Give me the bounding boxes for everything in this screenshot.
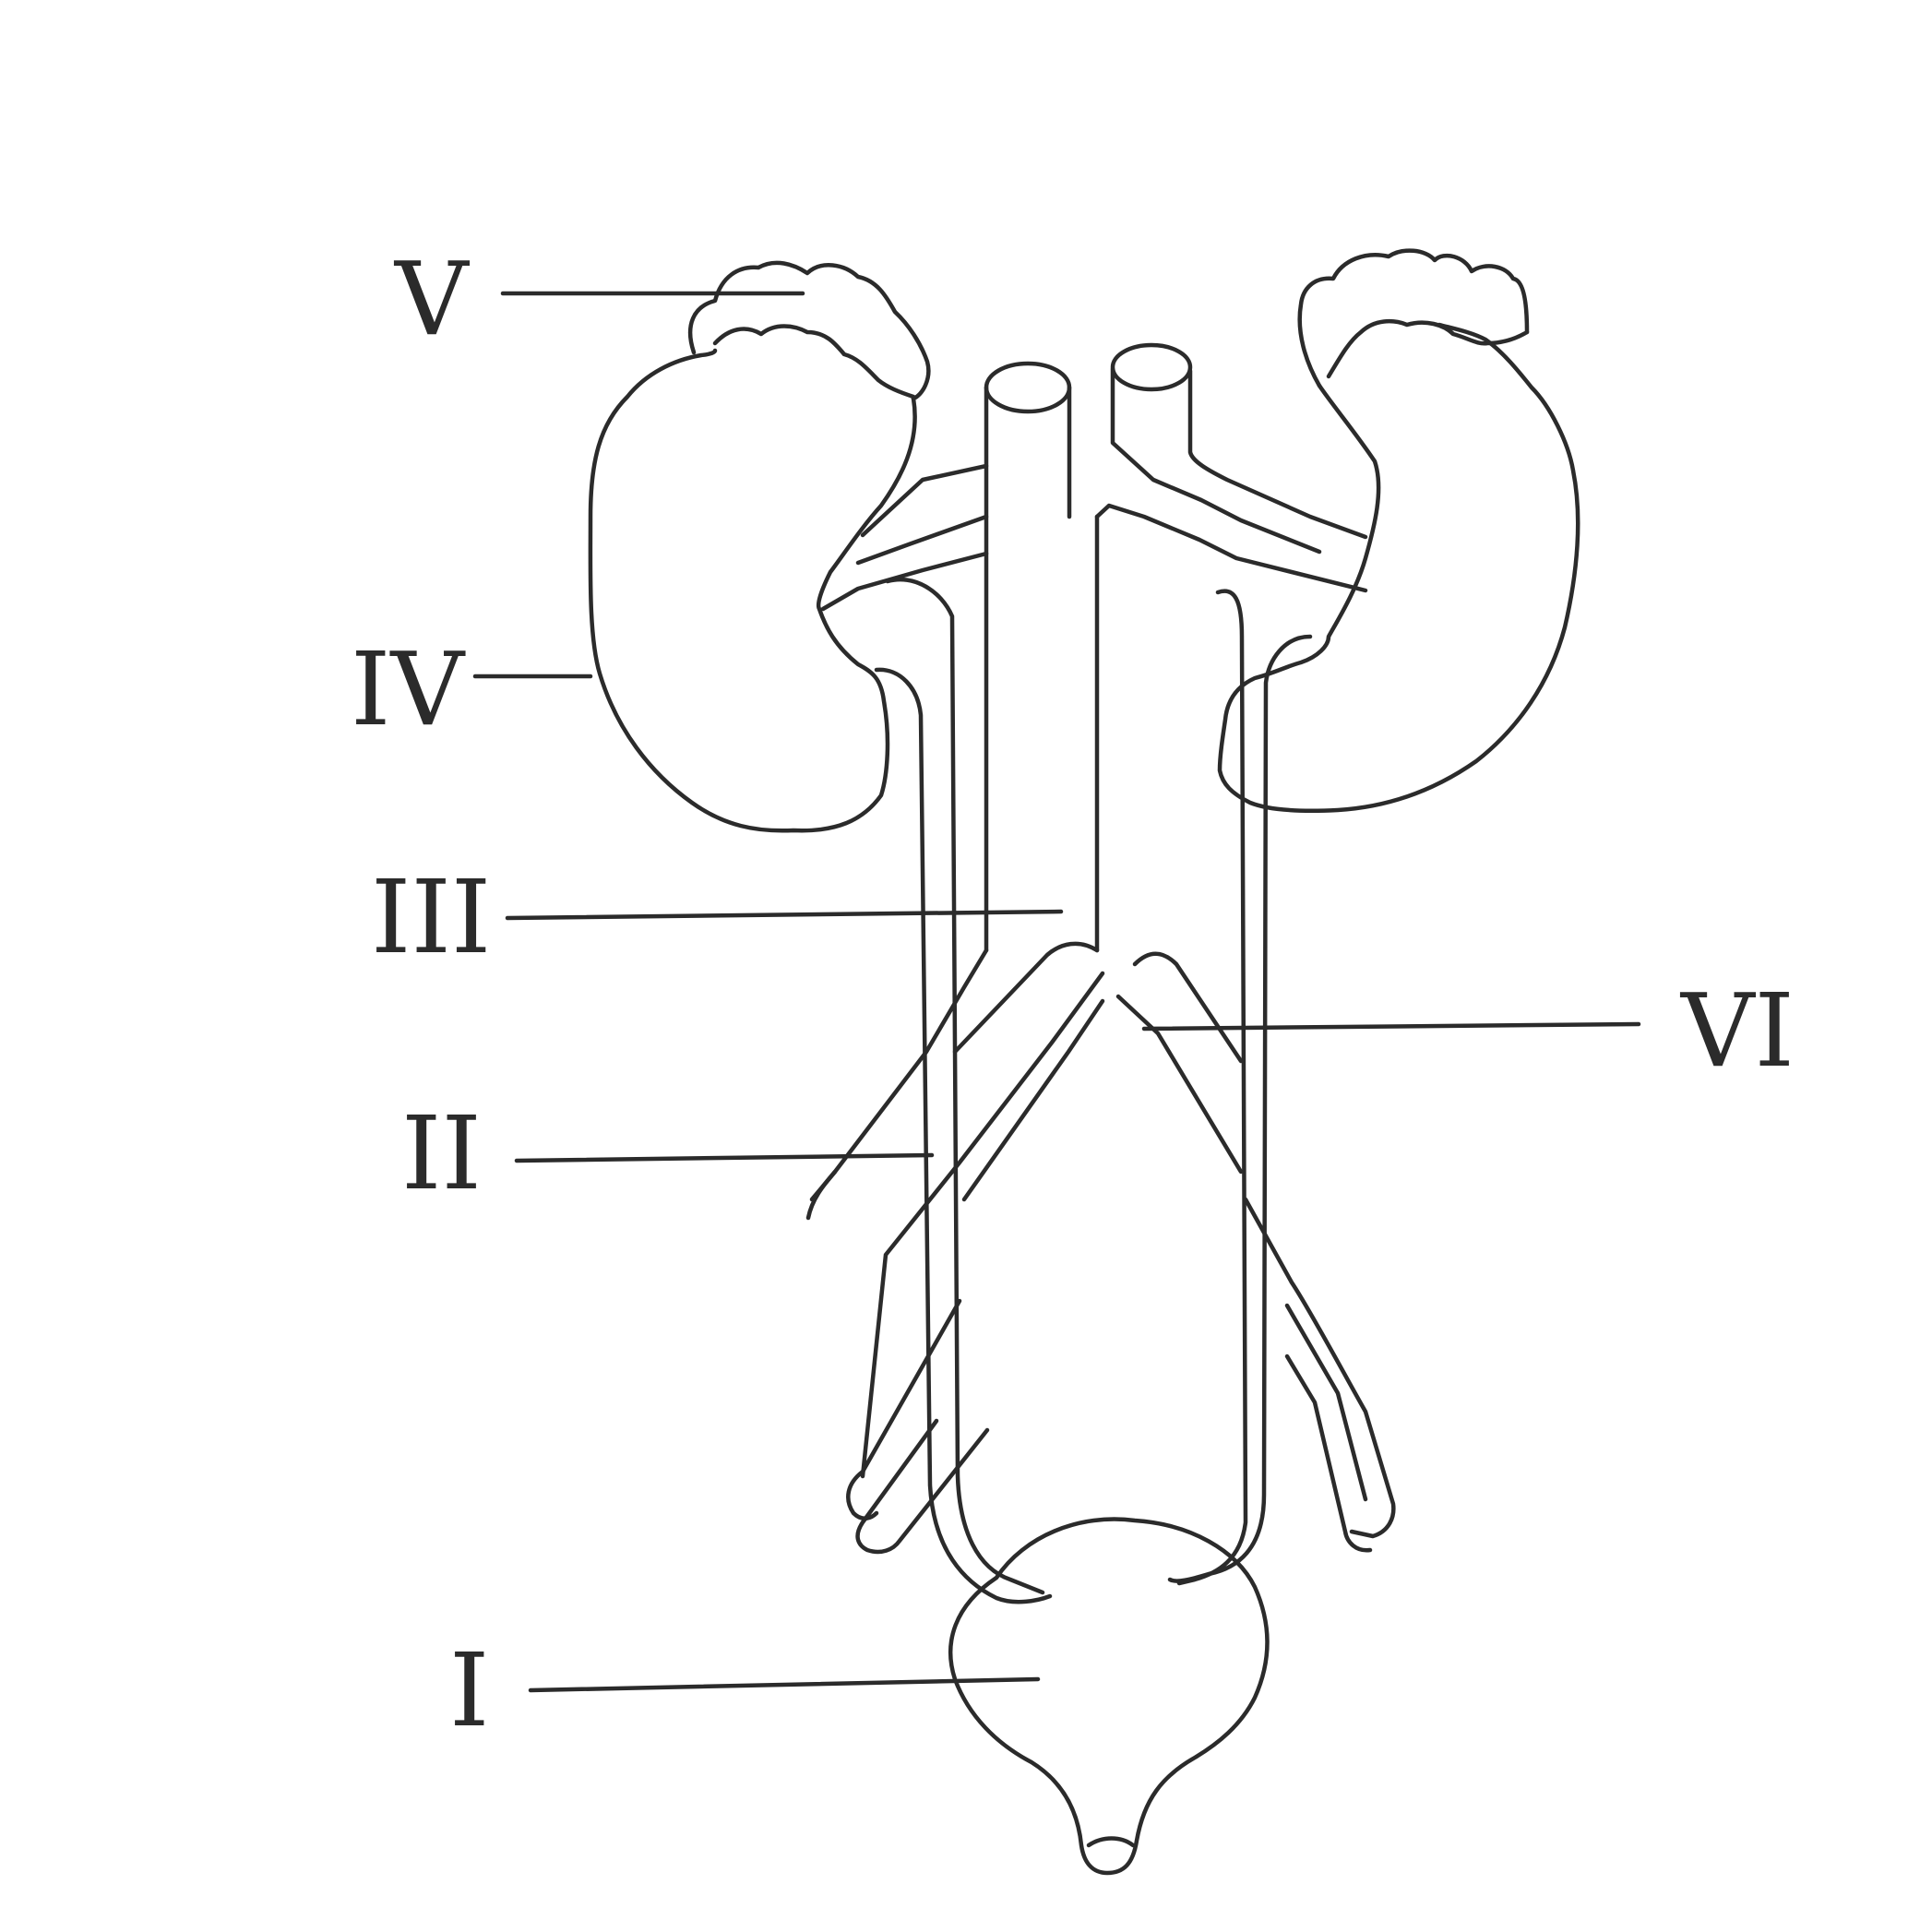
label-II: II <box>401 1094 482 1212</box>
label-VI: VI <box>1679 972 1795 1090</box>
iliac-vessels <box>805 941 1396 1555</box>
left-ureter-inner <box>874 667 1053 1604</box>
right-adrenal-gland <box>1297 248 1530 388</box>
label-V: V <box>393 240 471 358</box>
urethra-opening <box>1086 1836 1136 1848</box>
left-adrenal-gland <box>687 260 931 401</box>
left-kidney <box>588 348 917 833</box>
inferior-vena-cava <box>1094 342 1368 593</box>
leader-line-I <box>528 1676 1041 1693</box>
leader-line-VI <box>1141 1021 1641 1032</box>
urinary-bladder <box>948 1517 1270 1876</box>
label-III: III <box>371 858 491 976</box>
leader-line-II <box>514 1152 935 1163</box>
right-ureter-inner <box>1167 634 1313 1583</box>
aorta <box>855 361 1100 953</box>
left-ureter <box>885 577 1045 1595</box>
label-IV: IV <box>351 630 466 748</box>
label-I: I <box>449 1631 489 1749</box>
leader-line-III <box>505 909 1064 921</box>
